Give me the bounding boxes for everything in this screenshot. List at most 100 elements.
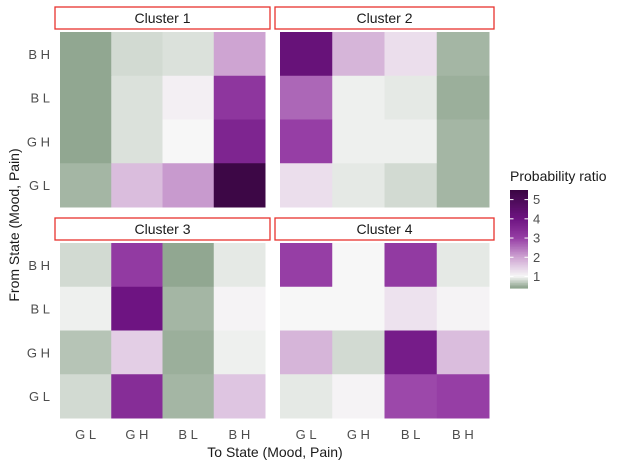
heatmap-cell [213, 163, 266, 208]
legend-gradient-segment [510, 242, 528, 245]
y-tick-label: G H [27, 134, 50, 149]
legend-gradient-segment [510, 270, 528, 273]
legend-gradient-segment [510, 214, 528, 217]
legend-gradient-segment [510, 255, 528, 258]
heatmap-cell [162, 163, 215, 208]
legend-gradient-segment [510, 268, 528, 271]
heatmap-cell [162, 286, 215, 331]
legend-gradient-segment [510, 190, 528, 193]
legend-gradient-segment [510, 258, 528, 261]
heatmap-cell [111, 330, 163, 375]
heatmap-cell [213, 243, 266, 288]
legend-gradient-segment [510, 284, 528, 287]
heatmap-cell [332, 243, 385, 288]
heatmap-cell [384, 75, 438, 120]
legend-title: Probability ratio [510, 168, 607, 184]
legend-gradient-segment [510, 283, 528, 286]
heatmap-cell [384, 243, 438, 288]
heatmap-cell [213, 32, 266, 77]
legend-gradient-segment [510, 232, 528, 235]
x-tick-label: G L [75, 427, 96, 442]
heatmap-cell [162, 75, 215, 120]
heatmap-cell [280, 374, 333, 419]
legend-gradient-segment [510, 212, 528, 216]
heatmap-cell [111, 119, 163, 164]
x-tick-label: G H [125, 427, 148, 442]
legend-gradient-segment [510, 196, 528, 199]
heatmap-cell [436, 286, 490, 331]
panel-title: Cluster 3 [134, 221, 190, 237]
legend-gradient-segment [510, 235, 528, 238]
legend-gradient-segment [510, 266, 528, 269]
heatmap-cell [436, 243, 490, 288]
legend-gradient-segment [510, 204, 528, 207]
legend-gradient-segment [510, 286, 528, 289]
legend-gradient-segment [510, 230, 528, 234]
heatmap-cell [60, 75, 112, 120]
legend-tick-label: 5 [533, 192, 540, 207]
heatmap-cell [436, 75, 490, 120]
heatmap-cell [213, 119, 266, 164]
legend-gradient-segment [510, 260, 528, 263]
legend-gradient-segment [510, 222, 528, 225]
legend-tick-label: 4 [533, 211, 540, 226]
legend-gradient-segment [510, 224, 528, 227]
heatmap-cell [384, 119, 438, 164]
legend-gradient-segment [510, 194, 528, 198]
legend-gradient-segment [510, 229, 528, 232]
heatmap-cell [213, 286, 266, 331]
legend-gradient-segment [510, 206, 528, 209]
legend-gradient-segment [510, 225, 528, 229]
heatmap-cell [384, 330, 438, 375]
legend-gradient-segment [510, 274, 528, 278]
legend-gradient-segment [510, 276, 528, 279]
heatmap-cell [162, 32, 215, 77]
heatmap-cell [111, 32, 163, 77]
heatmap-cell [162, 119, 215, 164]
x-axis-title: To State (Mood, Pain) [207, 444, 342, 460]
y-tick-label: B L [30, 302, 50, 317]
legend-gradient-segment [510, 240, 528, 243]
legend-gradient-segment [510, 237, 528, 240]
y-tick-label: G H [27, 345, 50, 360]
heatmap-cell [111, 286, 163, 331]
legend-gradient-segment [510, 201, 528, 204]
legend-gradient-segment [510, 243, 528, 247]
heatmap-cell [60, 330, 112, 375]
heatmap-cell [332, 32, 385, 77]
heatmap-cell [213, 75, 266, 120]
legend-gradient-segment [510, 278, 528, 281]
heatmap-cell [436, 163, 490, 208]
legend-gradient-segment [510, 273, 528, 276]
legend-gradient-segment [510, 245, 528, 248]
legend-gradient-segment [510, 234, 528, 237]
heatmap-cell [111, 75, 163, 120]
heatmap-cell [384, 374, 438, 419]
y-tick-label: B H [28, 47, 50, 62]
legend-gradient-segment [510, 248, 528, 252]
legend-gradient-segment [510, 239, 528, 242]
legend-gradient-segment [510, 219, 528, 222]
heatmap-cell [280, 75, 333, 120]
y-tick-label: G L [29, 178, 50, 193]
heatmap-cell [60, 374, 112, 419]
panel-title: Cluster 4 [356, 221, 412, 237]
legend-gradient-segment [510, 279, 528, 283]
legend-gradient-segment [510, 263, 528, 266]
legend-gradient-segment [510, 198, 528, 201]
heatmap-cell [332, 163, 385, 208]
legend-gradient-segment [510, 227, 528, 230]
legend-gradient-segment [510, 199, 528, 203]
panel-strip [274, 6, 495, 30]
legend-gradient-segment [510, 253, 528, 256]
heatmap-cell [60, 243, 112, 288]
heatmap-cell [436, 330, 490, 375]
heatmap-cell [280, 163, 333, 208]
y-axis-title: From State (Mood, Pain) [6, 148, 22, 301]
y-tick-label: B L [30, 91, 50, 106]
heatmap-cell [280, 330, 333, 375]
heatmap-cell [162, 243, 215, 288]
legend-gradient-segment [510, 250, 528, 253]
legend-gradient-segment [510, 216, 528, 219]
